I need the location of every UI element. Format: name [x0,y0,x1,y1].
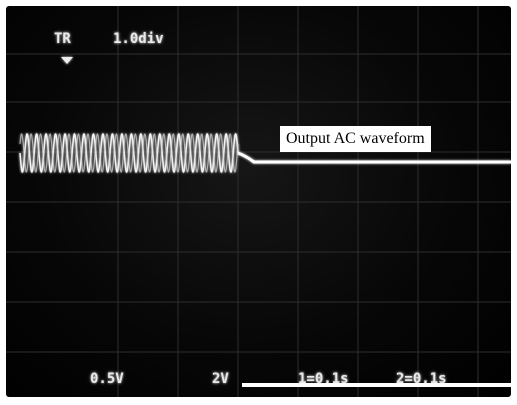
waveform-display [6,6,511,397]
channel2-scale-readout: 2V [212,371,229,387]
output-ac-waveform-caption: Output AC waveform [280,126,431,152]
trigger-marker-icon [61,57,73,64]
output-ac-waveform-trace-overlay [19,133,239,173]
output-settled-trace [237,151,511,164]
channel1-scale-readout: 0.5V [90,371,124,387]
readout-underline [242,383,514,387]
oscilloscope-screen: TR 1.0div 0.5V 2V 1=0.1s 2=0.1s [6,6,511,397]
graticule [6,6,511,397]
bottom-margin-strip [320,399,517,405]
trigger-label: TR [54,31,71,47]
output-ac-waveform-trace [19,132,239,174]
timebase-label: 1.0div [113,31,164,47]
